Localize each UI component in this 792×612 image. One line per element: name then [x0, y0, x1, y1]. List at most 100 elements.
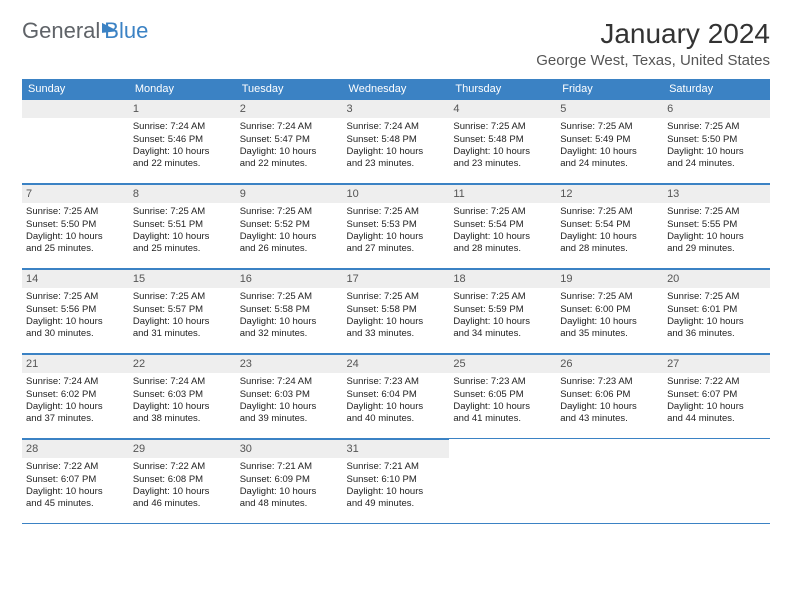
calendar-day-cell — [663, 439, 770, 524]
daylight-text: Daylight: 10 hours — [133, 316, 232, 328]
daylight-text: and 25 minutes. — [26, 243, 125, 255]
sunset-text: Sunset: 5:56 PM — [26, 304, 125, 316]
sunset-text: Sunset: 6:07 PM — [26, 474, 125, 486]
sunset-text: Sunset: 6:07 PM — [667, 389, 766, 401]
sunset-text: Sunset: 6:03 PM — [133, 389, 232, 401]
daylight-text: and 38 minutes. — [133, 413, 232, 425]
sunrise-text: Sunrise: 7:22 AM — [26, 461, 125, 473]
calendar-day-cell — [22, 99, 129, 184]
day-number: 21 — [22, 354, 129, 373]
daylight-text: and 34 minutes. — [453, 328, 552, 340]
daylight-text: Daylight: 10 hours — [453, 401, 552, 413]
calendar-day-cell: 24Sunrise: 7:23 AMSunset: 6:04 PMDayligh… — [343, 354, 450, 439]
daylight-text: Daylight: 10 hours — [133, 401, 232, 413]
sunrise-text: Sunrise: 7:25 AM — [453, 291, 552, 303]
sunset-text: Sunset: 5:55 PM — [667, 219, 766, 231]
daylight-text: and 28 minutes. — [560, 243, 659, 255]
weekday-header: Sunday — [22, 79, 129, 99]
sunrise-text: Sunrise: 7:25 AM — [560, 291, 659, 303]
sunset-text: Sunset: 6:06 PM — [560, 389, 659, 401]
day-number: 1 — [129, 99, 236, 118]
calendar-day-cell: 2Sunrise: 7:24 AMSunset: 5:47 PMDaylight… — [236, 99, 343, 184]
daylight-text: and 35 minutes. — [560, 328, 659, 340]
daylight-text: and 29 minutes. — [667, 243, 766, 255]
day-number: 26 — [556, 354, 663, 373]
sunset-text: Sunset: 5:50 PM — [667, 134, 766, 146]
sunset-text: Sunset: 6:09 PM — [240, 474, 339, 486]
sunrise-text: Sunrise: 7:25 AM — [26, 291, 125, 303]
daylight-text: and 49 minutes. — [347, 498, 446, 510]
sunrise-text: Sunrise: 7:25 AM — [667, 121, 766, 133]
daylight-text: Daylight: 10 hours — [560, 146, 659, 158]
daylight-text: Daylight: 10 hours — [240, 231, 339, 243]
day-number: 17 — [343, 269, 450, 288]
daylight-text: and 26 minutes. — [240, 243, 339, 255]
day-number: 11 — [449, 184, 556, 203]
calendar-day-cell: 17Sunrise: 7:25 AMSunset: 5:58 PMDayligh… — [343, 269, 450, 354]
daylight-text: Daylight: 10 hours — [347, 231, 446, 243]
calendar-day-cell: 15Sunrise: 7:25 AMSunset: 5:57 PMDayligh… — [129, 269, 236, 354]
day-number: 7 — [22, 184, 129, 203]
daylight-text: and 28 minutes. — [453, 243, 552, 255]
sunrise-text: Sunrise: 7:24 AM — [240, 121, 339, 133]
day-number: 12 — [556, 184, 663, 203]
sunrise-text: Sunrise: 7:24 AM — [240, 376, 339, 388]
sunrise-text: Sunrise: 7:25 AM — [560, 121, 659, 133]
sunrise-text: Sunrise: 7:25 AM — [133, 291, 232, 303]
sunset-text: Sunset: 6:01 PM — [667, 304, 766, 316]
daylight-text: and 30 minutes. — [26, 328, 125, 340]
calendar-day-cell: 6 Sunrise: 7:25 AMSunset: 5:50 PMDaylight… — [663, 99, 770, 184]
daylight-text: Daylight: 10 hours — [133, 486, 232, 498]
sunrise-text: Sunrise: 7:25 AM — [26, 206, 125, 218]
sunset-text: Sunset: 5:48 PM — [347, 134, 446, 146]
day-number: 2 — [236, 99, 343, 118]
calendar-day-cell: 29Sunrise: 7:22 AMSunset: 6:08 PMDayligh… — [129, 439, 236, 524]
calendar-day-cell: 18Sunrise: 7:25 AMSunset: 5:59 PMDayligh… — [449, 269, 556, 354]
daylight-text: Daylight: 10 hours — [133, 231, 232, 243]
calendar-day-cell: 1Sunrise: 7:24 AMSunset: 5:46 PMDaylight… — [129, 99, 236, 184]
daylight-text: and 24 minutes. — [667, 158, 766, 170]
sunset-text: Sunset: 5:47 PM — [240, 134, 339, 146]
calendar-day-cell — [556, 439, 663, 524]
daylight-text: Daylight: 10 hours — [667, 146, 766, 158]
calendar-day-cell: 5Sunrise: 7:25 AMSunset: 5:49 PMDaylight… — [556, 99, 663, 184]
daylight-text: Daylight: 10 hours — [560, 401, 659, 413]
calendar-day-cell: 10Sunrise: 7:25 AMSunset: 5:53 PMDayligh… — [343, 184, 450, 269]
sunrise-text: Sunrise: 7:24 AM — [26, 376, 125, 388]
daylight-text: and 23 minutes. — [347, 158, 446, 170]
day-number: 23 — [236, 354, 343, 373]
daylight-text: Daylight: 10 hours — [26, 486, 125, 498]
sunset-text: Sunset: 6:08 PM — [133, 474, 232, 486]
day-number: 6 — [663, 99, 770, 118]
sunset-text: Sunset: 5:46 PM — [133, 134, 232, 146]
daylight-text: Daylight: 10 hours — [240, 316, 339, 328]
daylight-text: Daylight: 10 hours — [560, 231, 659, 243]
sunset-text: Sunset: 5:50 PM — [26, 219, 125, 231]
sunset-text: Sunset: 6:10 PM — [347, 474, 446, 486]
sunrise-text: Sunrise: 7:25 AM — [667, 206, 766, 218]
calendar-week-row: 21Sunrise: 7:24 AMSunset: 6:02 PMDayligh… — [22, 354, 770, 439]
calendar-week-row: 1 Sunrise: 7:24 AM Sunset: 5:46 PM Daylight… — [22, 99, 770, 184]
weekday-header: Friday — [556, 79, 663, 99]
daylight-text: and 23 minutes. — [453, 158, 552, 170]
sunset-text: Sunset: 5:58 PM — [347, 304, 446, 316]
calendar-day-cell: 13Sunrise: 7:25 AMSunset: 5:55 PMDayligh… — [663, 184, 770, 269]
daylight-text: and 25 minutes. — [133, 243, 232, 255]
calendar-week-row: 7Sunrise: 7:25 AMSunset: 5:50 PMDaylight… — [22, 184, 770, 269]
day-number: 5 — [556, 99, 663, 118]
sunrise-text: Sunrise: 7:22 AM — [667, 376, 766, 388]
calendar-day-cell: 25Sunrise: 7:23 AMSunset: 6:05 PMDayligh… — [449, 354, 556, 439]
sunrise-text: Sunrise: 7:25 AM — [240, 291, 339, 303]
sunset-text: Sunset: 6:02 PM — [26, 389, 125, 401]
day-number: 10 — [343, 184, 450, 203]
daylight-text: and 45 minutes. — [26, 498, 125, 510]
calendar-day-cell: 28Sunrise: 7:22 AMSunset: 6:07 PMDayligh… — [22, 439, 129, 524]
daylight-text: and 27 minutes. — [347, 243, 446, 255]
sunset-text: Sunset: 5:57 PM — [133, 304, 232, 316]
daylight-text: and 36 minutes. — [667, 328, 766, 340]
daylight-text: Daylight: 10 hours — [26, 231, 125, 243]
logo-text-1: General — [22, 18, 100, 44]
calendar-day-cell: 4Sunrise: 7:25 AMSunset: 5:48 PMDaylight… — [449, 99, 556, 184]
day-number: 18 — [449, 269, 556, 288]
daylight-text: and 22 minutes. — [133, 158, 232, 170]
